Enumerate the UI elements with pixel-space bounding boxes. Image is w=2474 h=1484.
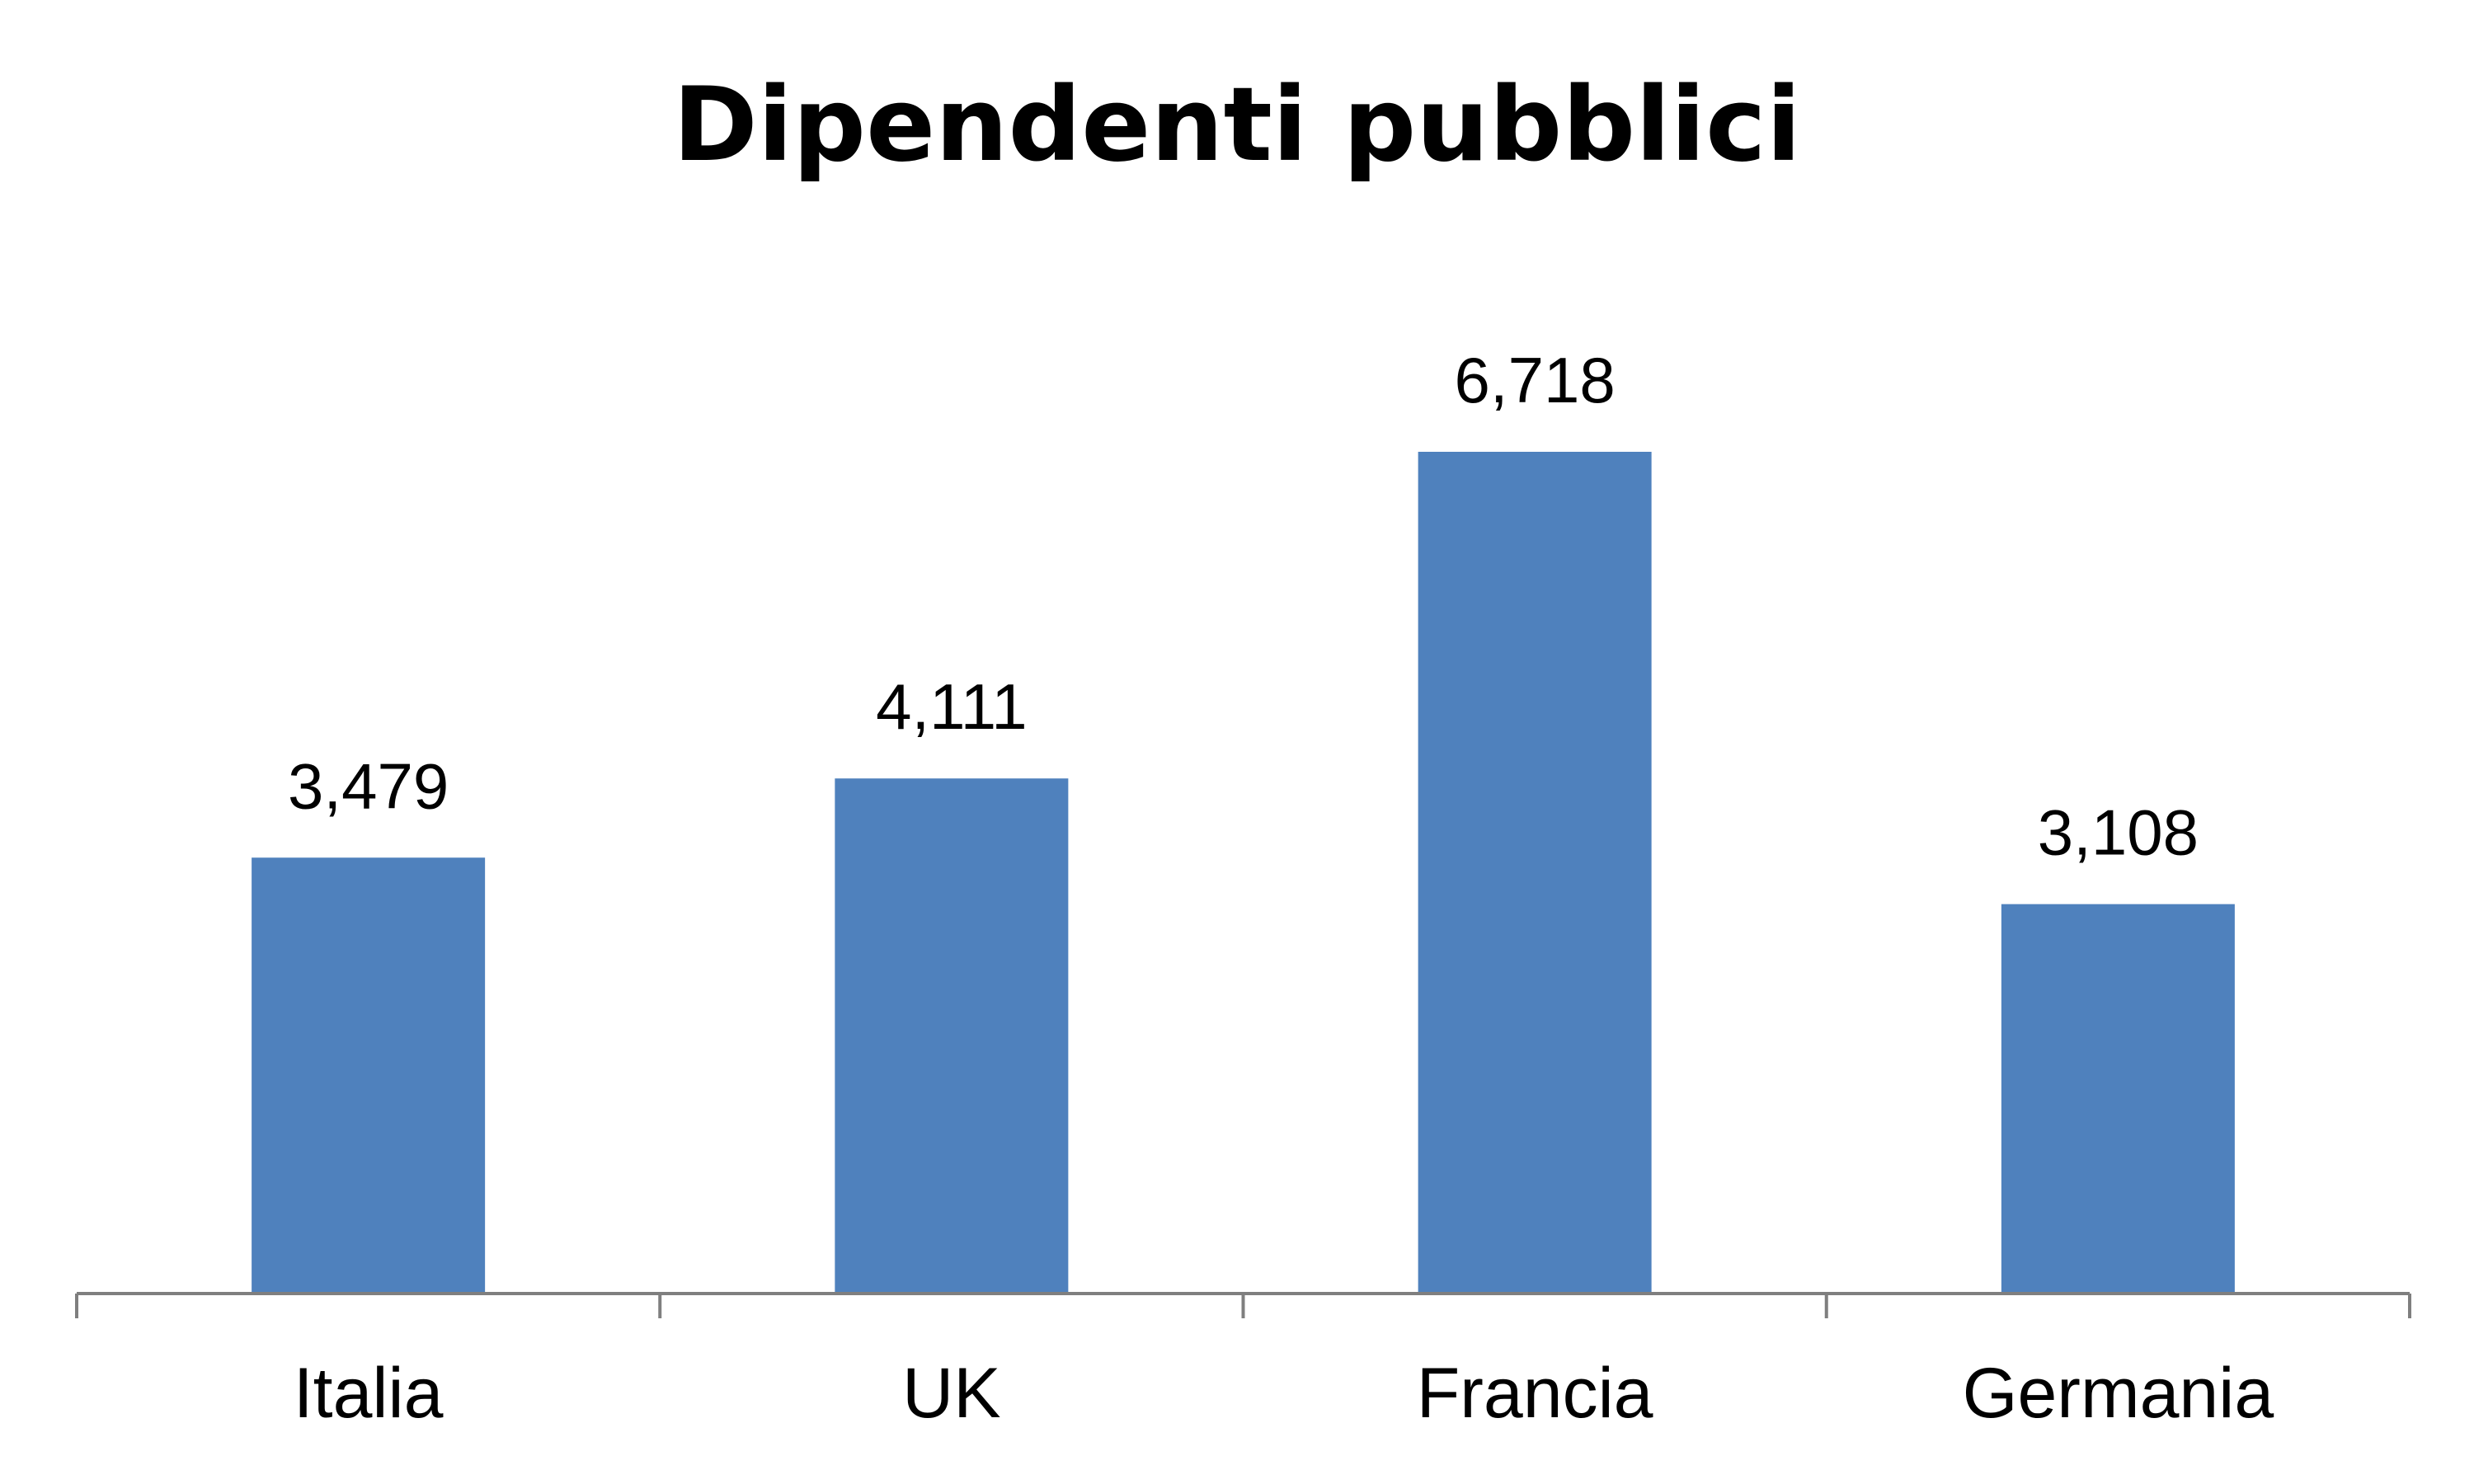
chart-title: Dipendenti pubblici (672, 66, 1802, 185)
bar-uk (835, 778, 1069, 1294)
bar-italia (252, 857, 486, 1294)
data-label: 6,718 (1455, 344, 1616, 416)
x-tick-label: UK (902, 1354, 1000, 1433)
x-tick-label: Francia (1417, 1354, 1653, 1433)
x-tick-label: Germania (1963, 1354, 2274, 1433)
bars-layer (252, 452, 2235, 1294)
labels-layer: 3,479 Italia 4,111 UK 6,718 Francia 3,108 Germa… (288, 344, 2274, 1433)
data-label: 4,111 (876, 670, 1028, 743)
x-axis (75, 1292, 2411, 1318)
bar-francia (1418, 452, 1652, 1294)
data-label: 3,479 (288, 749, 449, 822)
x-tick-label: Italia (294, 1354, 444, 1433)
bar-germania (2001, 904, 2235, 1294)
data-label: 3,108 (2038, 796, 2199, 869)
